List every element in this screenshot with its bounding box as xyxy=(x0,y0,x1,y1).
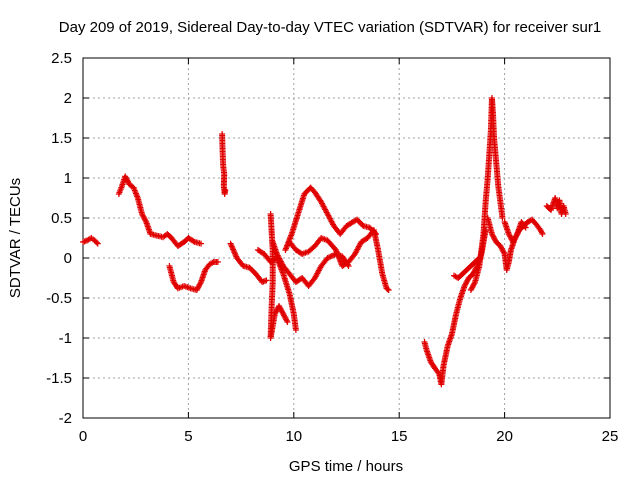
plot-frame xyxy=(82,57,611,419)
data-point xyxy=(471,280,478,287)
data-point xyxy=(94,240,101,247)
axis-ticks: 0 5 10 15 20 25 -2 -1.5 -1 -0.5 0 0.5 1 1.5 2 2.5 xyxy=(46,50,618,445)
data-point xyxy=(384,286,391,293)
x-tick-label: 0 xyxy=(79,428,87,445)
data-point xyxy=(500,249,507,256)
data-point xyxy=(499,215,506,221)
y-tick-label: 1.5 xyxy=(51,130,72,147)
data-point xyxy=(198,240,205,247)
data-point xyxy=(263,277,270,284)
data-point xyxy=(93,239,100,246)
y-tick-label: -1 xyxy=(59,330,72,347)
y-tick-label: -0.5 xyxy=(46,290,72,307)
y-tick-label: 1 xyxy=(64,170,72,187)
data-point xyxy=(538,229,545,236)
data-point xyxy=(513,232,520,239)
data-point xyxy=(522,224,529,231)
x-tick-label: 15 xyxy=(391,428,408,445)
data-point xyxy=(562,211,569,217)
data-point xyxy=(284,319,291,325)
data-point xyxy=(190,238,197,245)
data-point xyxy=(142,217,149,224)
x-tick-label: 25 xyxy=(602,428,619,445)
data-point xyxy=(283,317,290,324)
y-tick-label: 0.5 xyxy=(51,210,72,227)
y-tick-label: -1.5 xyxy=(46,370,72,387)
y-tick-label: 0 xyxy=(64,250,72,267)
data-point xyxy=(222,187,229,193)
y-tick-label: 2.5 xyxy=(51,50,72,67)
x-tick-label: 5 xyxy=(184,428,192,445)
data-point xyxy=(197,280,204,287)
chart-title: Day 209 of 2019, Sidereal Day-to-day VTE… xyxy=(59,19,601,36)
data-point xyxy=(385,287,392,293)
x-tick-label: 20 xyxy=(496,428,513,445)
x-tick-label: 10 xyxy=(285,428,302,445)
x-axis-label: GPS time / hours xyxy=(289,458,403,475)
data-series-sur1 xyxy=(80,95,569,388)
data-point xyxy=(539,231,546,237)
y-tick-label: 2 xyxy=(64,90,72,107)
y-tick-label: -2 xyxy=(59,410,72,427)
y-axis-label: SDTVAR / TECUs xyxy=(7,178,24,298)
data-point xyxy=(214,259,221,265)
data-point xyxy=(292,327,299,333)
